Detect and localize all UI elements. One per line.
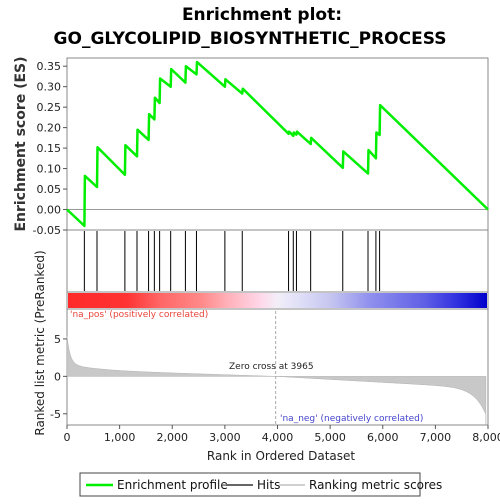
chart-title-line1: Enrichment plot: [182, 5, 342, 25]
x-tick-label: 1,000 [104, 431, 136, 444]
x-tick-label: 7,000 [420, 431, 452, 444]
chart-title-line2: GO_GLYCOLIPID_BIOSYNTHETIC_PROCESS [54, 29, 447, 49]
es-y-tick-label: 0.25 [37, 101, 62, 114]
metric-y-tick-label: -5 [50, 408, 61, 421]
es-y-axis-label: Enrichment score (ES) [13, 56, 29, 231]
x-tick-label: 6,000 [367, 431, 399, 444]
x-tick-label: 3,000 [209, 431, 241, 444]
x-axis-label: Rank in Ordered Dataset [207, 449, 355, 463]
x-tick-label: 5,000 [314, 431, 346, 444]
legend-hits-label: Hits [257, 478, 280, 492]
legend-metric-label: Ranking metric scores [309, 478, 442, 492]
x-tick-label: 2,000 [157, 431, 189, 444]
x-tick-label: 0 [64, 431, 71, 444]
es-y-tick-label: 0.35 [37, 60, 62, 73]
es-y-tick-label: 0.30 [37, 81, 62, 94]
es-y-tick-label: 0.00 [37, 204, 62, 217]
es-y-tick-label: 0.20 [37, 122, 62, 135]
rank-heatmap [68, 293, 487, 308]
x-tick-label: 4,000 [262, 431, 294, 444]
neg-label: 'na_neg' (negatively correlated) [280, 414, 423, 424]
metric-y-axis-label: Ranked list metric (PreRanked) [33, 250, 47, 435]
es-y-tick-label: -0.05 [33, 224, 61, 237]
metric-y-tick-label: 0 [54, 370, 61, 383]
es-y-tick-label: 0.10 [37, 163, 62, 176]
pos-label: 'na_pos' (positively correlated) [70, 310, 208, 320]
zero-cross-label: Zero cross at 3965 [229, 362, 314, 372]
x-tick-label: 8,000 [472, 431, 500, 444]
es-y-tick-label: 0.05 [37, 183, 62, 196]
metric-y-tick-label: 5 [54, 333, 61, 346]
legend-profile-label: Enrichment profile [117, 478, 228, 492]
heatmap-bar [68, 293, 487, 308]
es-y-tick-label: 0.15 [37, 142, 62, 155]
